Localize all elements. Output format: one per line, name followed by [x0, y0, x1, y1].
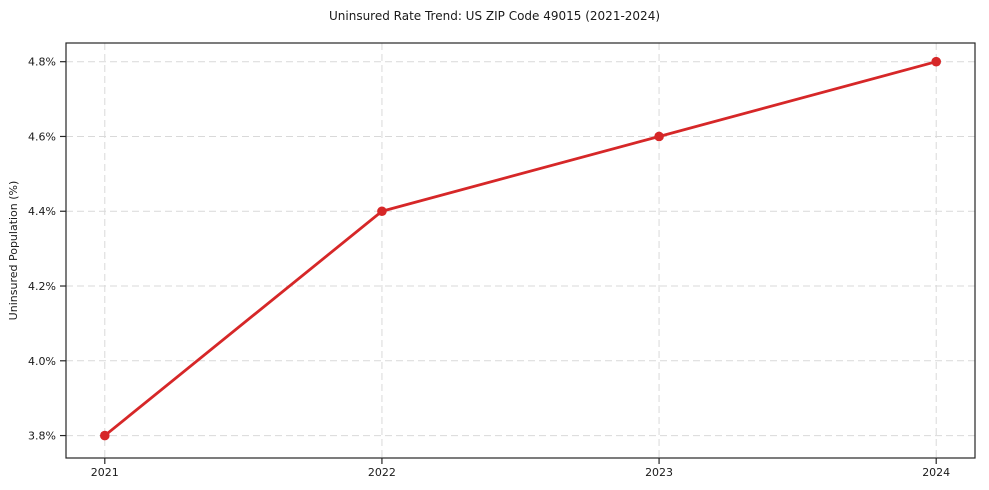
plot-border [65, 42, 976, 459]
data-point-2024 [931, 56, 942, 67]
y-tick-label: 4.0% [28, 355, 56, 368]
y-tick-label: 4.4% [28, 205, 56, 218]
y-tick-label: 3.8% [28, 430, 56, 443]
trend-line [103, 60, 938, 437]
x-tick-label: 2022 [368, 466, 396, 479]
data-point-2023 [654, 131, 664, 142]
y-tick-label: 4.6% [28, 130, 56, 143]
x-tick-label: 2024 [922, 466, 950, 479]
y-tick-label: 4.8% [28, 56, 56, 69]
x-tick-label: 2023 [645, 466, 673, 479]
chart-title: Uninsured Rate Trend: US ZIP Code 49015 … [328, 9, 661, 23]
y-tick-label: 4.2% [28, 280, 56, 293]
data-point-2021 [99, 430, 110, 441]
x-tick-label: 2021 [91, 466, 119, 479]
data-point-2022 [377, 206, 387, 217]
